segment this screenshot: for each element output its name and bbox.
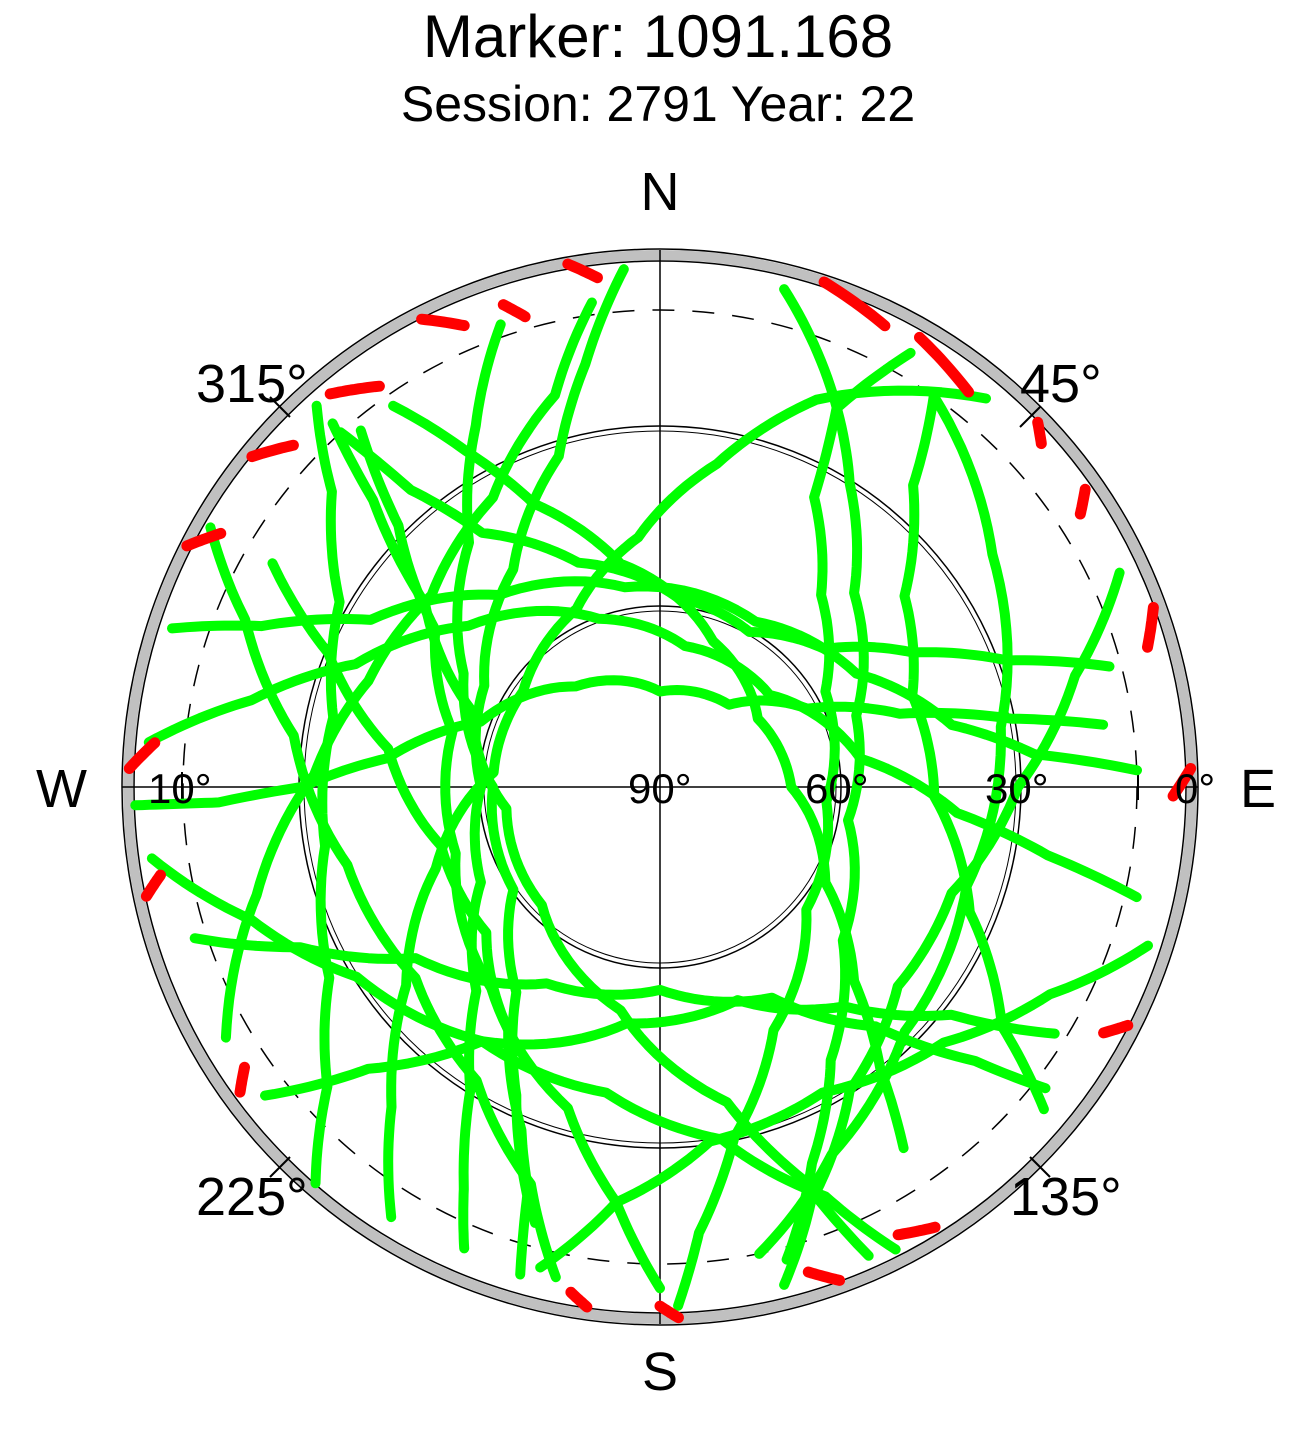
track-masked-11: [802, 1266, 846, 1286]
track-tracked-10: [220, 297, 597, 1043]
tick-135: [1029, 1156, 1051, 1178]
tick-315: [269, 396, 291, 418]
track-masked-18: [562, 258, 603, 284]
track-masked-9: [565, 1286, 593, 1313]
track-masked-8: [234, 1061, 250, 1098]
elevation-label-30: 30°: [985, 765, 1049, 812]
track-masked-12: [892, 1221, 941, 1241]
track-tracked-22: [267, 558, 540, 1228]
tick-225: [269, 1156, 291, 1178]
azimuth-label-45: 45°: [1020, 354, 1102, 414]
elevation-label-0: 0°: [1175, 765, 1215, 812]
track-masked-16: [1074, 483, 1091, 520]
track-tracked-15: [899, 391, 1049, 1115]
track-masked-6: [123, 737, 161, 774]
azimuth-label-315: 315°: [196, 354, 308, 414]
cardinal-s: S: [642, 1342, 678, 1402]
track-masked-1: [914, 331, 975, 398]
track-tracked-6: [167, 576, 1142, 776]
track-masked-17: [1032, 416, 1047, 450]
azimuth-label-225: 225°: [196, 1167, 308, 1227]
track-masked-19: [497, 299, 531, 323]
track-tracked-1: [673, 347, 916, 1311]
track-tracked-16: [355, 425, 665, 1294]
track-tracked-21: [189, 933, 1051, 1094]
track-masked-5: [181, 527, 227, 552]
track-tracked-18: [535, 940, 1153, 1273]
track-tracked-5: [458, 264, 629, 1254]
chart-title: Marker: 1091.168: [422, 3, 894, 70]
track-tracked-12: [205, 522, 561, 1283]
cardinal-w: W: [36, 759, 87, 819]
track-tracked-20: [260, 995, 1060, 1101]
elevation-label-10: 10°: [148, 765, 212, 812]
cardinal-n: N: [641, 162, 680, 222]
track-tracked-11: [754, 391, 1013, 1259]
tick-45: [1019, 406, 1041, 428]
track-tracked-4: [779, 284, 869, 1265]
track-masked-4: [246, 439, 299, 463]
track-masked-14: [1167, 763, 1197, 802]
track-tracked-14: [310, 400, 345, 1189]
track-masked-3: [324, 380, 385, 400]
track-masked-2: [416, 313, 470, 332]
azimuth-label-135: 135°: [1010, 1167, 1122, 1227]
cardinal-e: E: [1240, 759, 1276, 819]
track-masked-10: [654, 1300, 684, 1324]
chart-subtitle: Session: 2791 Year: 22: [400, 76, 916, 132]
track-tracked-19: [146, 853, 901, 1255]
track-tracked-17: [327, 418, 874, 1261]
track-masked-13: [1098, 1019, 1134, 1039]
track-masked-0: [818, 276, 891, 332]
track-masked-7: [140, 869, 166, 902]
elevation-label-90: 90°: [628, 765, 692, 812]
track-masked-15: [1142, 601, 1159, 653]
satellite-tracks: [123, 258, 1197, 1324]
track-tracked-8: [335, 427, 1115, 672]
elevation-label-60: 60°: [805, 765, 869, 812]
